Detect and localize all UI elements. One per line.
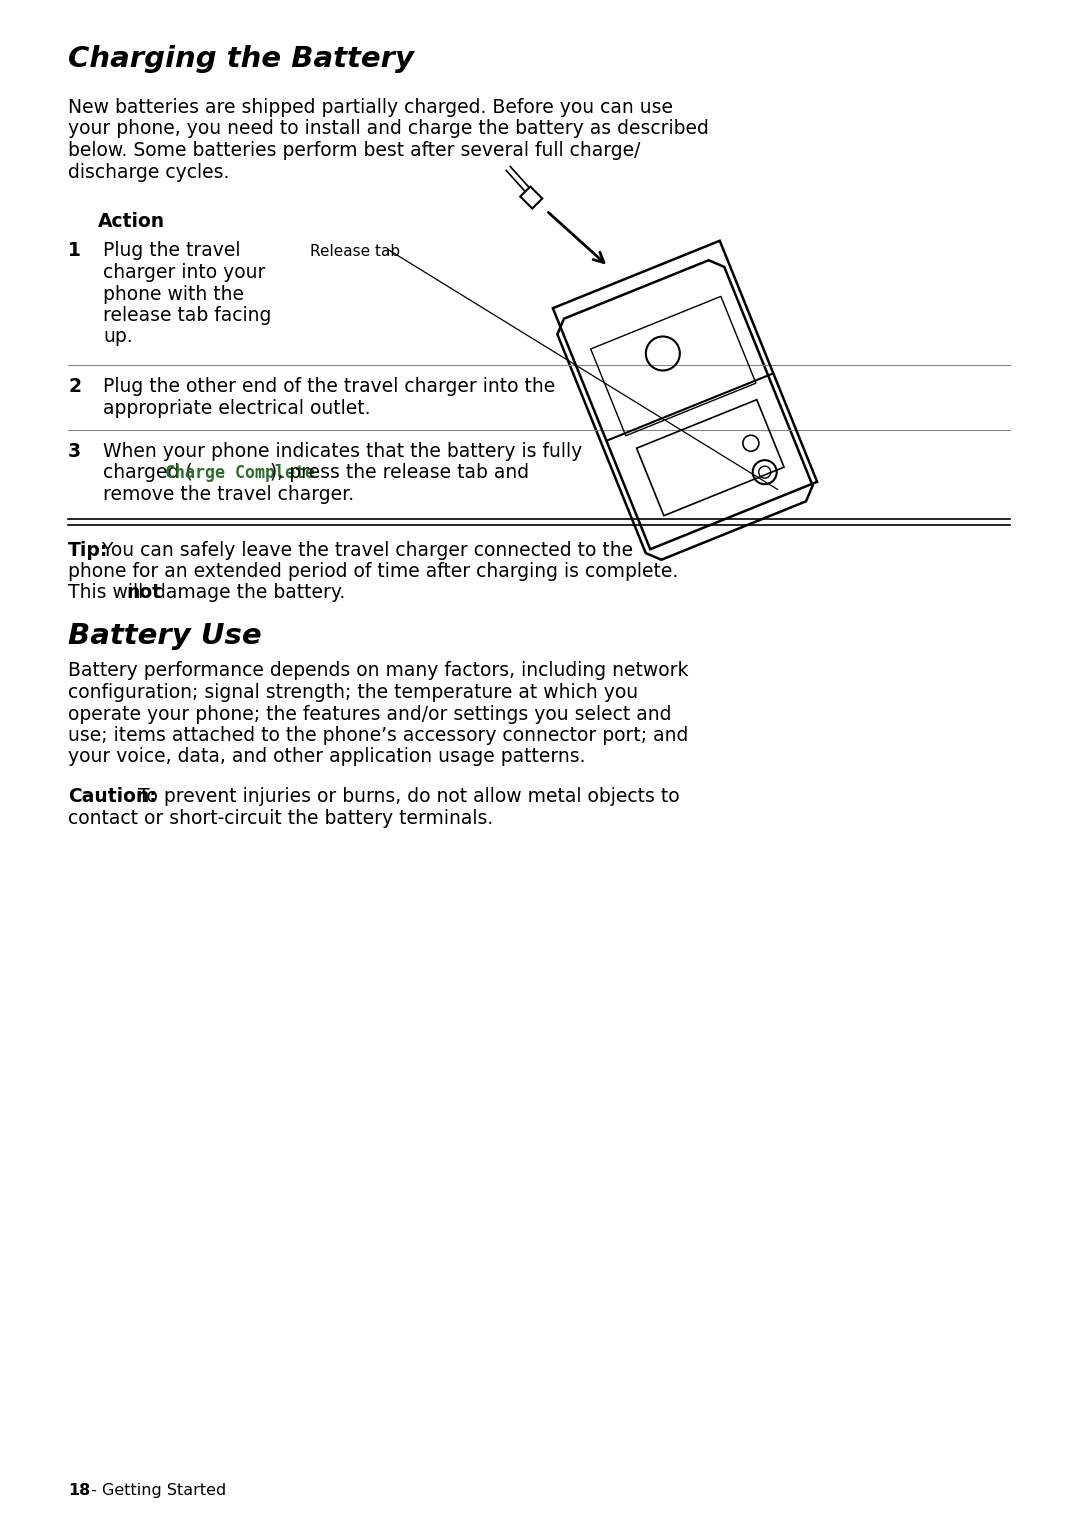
Text: 2: 2	[68, 377, 81, 396]
Text: your phone, you need to install and charge the battery as described: your phone, you need to install and char…	[68, 119, 708, 139]
Text: charger into your: charger into your	[103, 262, 266, 282]
Text: 1: 1	[68, 241, 81, 261]
Text: your voice, data, and other application usage patterns.: your voice, data, and other application …	[68, 747, 585, 767]
Text: Battery performance depends on many factors, including network: Battery performance depends on many fact…	[68, 662, 689, 680]
Text: Action: Action	[98, 212, 165, 230]
Text: To prevent injuries or burns, do not allow metal objects to: To prevent injuries or burns, do not all…	[132, 787, 679, 807]
Text: Release tab: Release tab	[310, 244, 400, 259]
Text: Charging the Battery: Charging the Battery	[68, 46, 414, 73]
Text: Charge Complete: Charge Complete	[165, 464, 315, 482]
Text: discharge cycles.: discharge cycles.	[68, 163, 229, 181]
Text: When your phone indicates that the battery is fully: When your phone indicates that the batte…	[103, 442, 582, 461]
Text: phone with the: phone with the	[103, 285, 244, 303]
Text: Tip:: Tip:	[68, 540, 108, 560]
Text: ), press the release tab and: ), press the release tab and	[270, 464, 529, 482]
Text: - Getting Started: - Getting Started	[86, 1482, 226, 1498]
Text: not: not	[126, 584, 161, 602]
Text: appropriate electrical outlet.: appropriate electrical outlet.	[103, 398, 370, 418]
Text: Plug the other end of the travel charger into the: Plug the other end of the travel charger…	[103, 377, 555, 396]
Text: damage the battery.: damage the battery.	[148, 584, 346, 602]
Text: New batteries are shipped partially charged. Before you can use: New batteries are shipped partially char…	[68, 98, 673, 117]
Text: Plug the travel: Plug the travel	[103, 241, 241, 261]
Text: You can safely leave the travel charger connected to the: You can safely leave the travel charger …	[96, 540, 633, 560]
Text: Caution:: Caution:	[68, 787, 157, 807]
Text: contact or short-circuit the battery terminals.: contact or short-circuit the battery ter…	[68, 808, 494, 828]
Text: 18: 18	[68, 1482, 91, 1498]
Text: This will: This will	[68, 584, 149, 602]
Text: remove the travel charger.: remove the travel charger.	[103, 485, 354, 503]
Text: configuration; signal strength; the temperature at which you: configuration; signal strength; the temp…	[68, 683, 638, 702]
Text: charged (: charged (	[103, 464, 192, 482]
Text: up.: up.	[103, 328, 133, 346]
Text: below. Some batteries perform best after several full charge/: below. Some batteries perform best after…	[68, 140, 640, 160]
Text: operate your phone; the features and/or settings you select and: operate your phone; the features and/or …	[68, 705, 672, 723]
Text: phone for an extended period of time after charging is complete.: phone for an extended period of time aft…	[68, 563, 678, 581]
Text: Battery Use: Battery Use	[68, 622, 261, 650]
Text: 3: 3	[68, 442, 81, 461]
Text: use; items attached to the phone’s accessory connector port; and: use; items attached to the phone’s acces…	[68, 726, 688, 746]
Text: release tab facing: release tab facing	[103, 307, 271, 325]
